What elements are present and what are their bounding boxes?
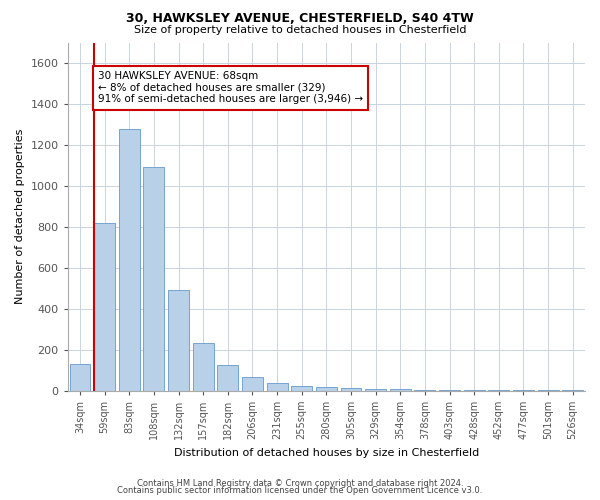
Bar [119, 128, 140, 390]
Bar [217, 365, 238, 390]
Bar [70, 364, 91, 390]
Bar [266, 383, 287, 390]
Text: Contains HM Land Registry data © Crown copyright and database right 2024.: Contains HM Land Registry data © Crown c… [137, 478, 463, 488]
Bar [143, 168, 164, 390]
Text: 30, HAWKSLEY AVENUE, CHESTERFIELD, S40 4TW: 30, HAWKSLEY AVENUE, CHESTERFIELD, S40 4… [126, 12, 474, 26]
Bar [193, 342, 214, 390]
Text: 30 HAWKSLEY AVENUE: 68sqm
← 8% of detached houses are smaller (329)
91% of semi-: 30 HAWKSLEY AVENUE: 68sqm ← 8% of detach… [98, 71, 363, 104]
Bar [94, 222, 115, 390]
Bar [316, 387, 337, 390]
Y-axis label: Number of detached properties: Number of detached properties [15, 129, 25, 304]
X-axis label: Distribution of detached houses by size in Chesterfield: Distribution of detached houses by size … [174, 448, 479, 458]
Text: Size of property relative to detached houses in Chesterfield: Size of property relative to detached ho… [134, 25, 466, 35]
Bar [168, 290, 189, 390]
Bar [365, 388, 386, 390]
Text: Contains public sector information licensed under the Open Government Licence v3: Contains public sector information licen… [118, 486, 482, 495]
Bar [242, 378, 263, 390]
Bar [291, 386, 312, 390]
Bar [341, 388, 361, 390]
Bar [390, 389, 411, 390]
